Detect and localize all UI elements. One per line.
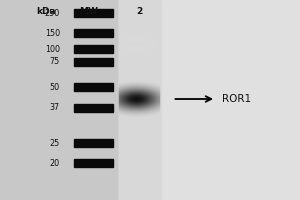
Text: MW: MW: [79, 7, 98, 16]
Bar: [74, 104, 112, 112]
Text: 100: 100: [45, 45, 60, 53]
Bar: [74, 83, 112, 91]
Bar: [118, 0, 160, 200]
Bar: [74, 9, 112, 17]
Text: 150: 150: [45, 28, 60, 38]
Bar: [74, 29, 112, 37]
Text: 37: 37: [50, 104, 60, 112]
Text: ROR1: ROR1: [222, 94, 251, 104]
Text: 2: 2: [136, 7, 142, 16]
Text: 20: 20: [50, 158, 60, 168]
Text: 250: 250: [45, 8, 60, 18]
Text: kDa: kDa: [37, 7, 56, 16]
Text: 50: 50: [50, 83, 60, 92]
Bar: [74, 0, 112, 200]
Bar: [160, 0, 300, 200]
Bar: [74, 139, 112, 147]
Bar: [74, 159, 112, 167]
Text: 25: 25: [50, 138, 60, 148]
Bar: [74, 45, 112, 53]
Bar: [74, 58, 112, 66]
Text: 75: 75: [50, 58, 60, 66]
